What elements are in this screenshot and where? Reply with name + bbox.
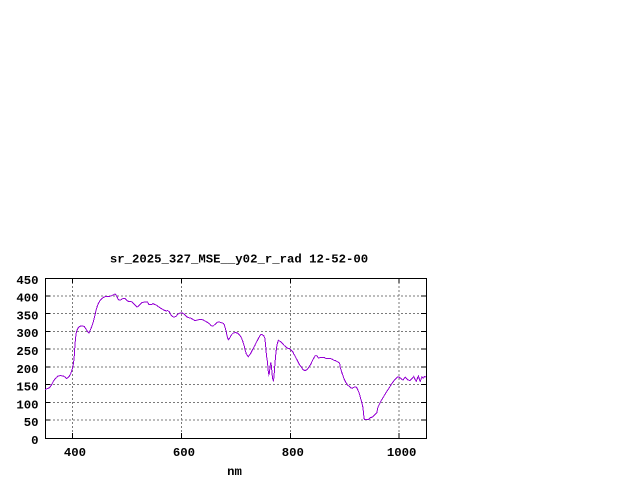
svg-text:250: 250 — [16, 345, 38, 359]
svg-text:sr_2025_327_MSE__y02_r_rad 12-: sr_2025_327_MSE__y02_r_rad 12-52-00 — [110, 253, 368, 267]
svg-text:450: 450 — [16, 274, 38, 288]
svg-text:800: 800 — [282, 446, 304, 460]
svg-text:300: 300 — [16, 327, 38, 341]
svg-text:1000: 1000 — [387, 446, 417, 460]
svg-text:100: 100 — [16, 398, 38, 412]
svg-text:350: 350 — [16, 310, 38, 324]
svg-text:50: 50 — [24, 416, 39, 430]
svg-text:0: 0 — [31, 434, 38, 448]
svg-text:600: 600 — [173, 446, 195, 460]
svg-text:150: 150 — [16, 381, 38, 395]
svg-text:200: 200 — [16, 363, 38, 377]
svg-text:400: 400 — [64, 446, 86, 460]
svg-text:nm: nm — [227, 465, 242, 479]
svg-text:400: 400 — [16, 292, 38, 306]
